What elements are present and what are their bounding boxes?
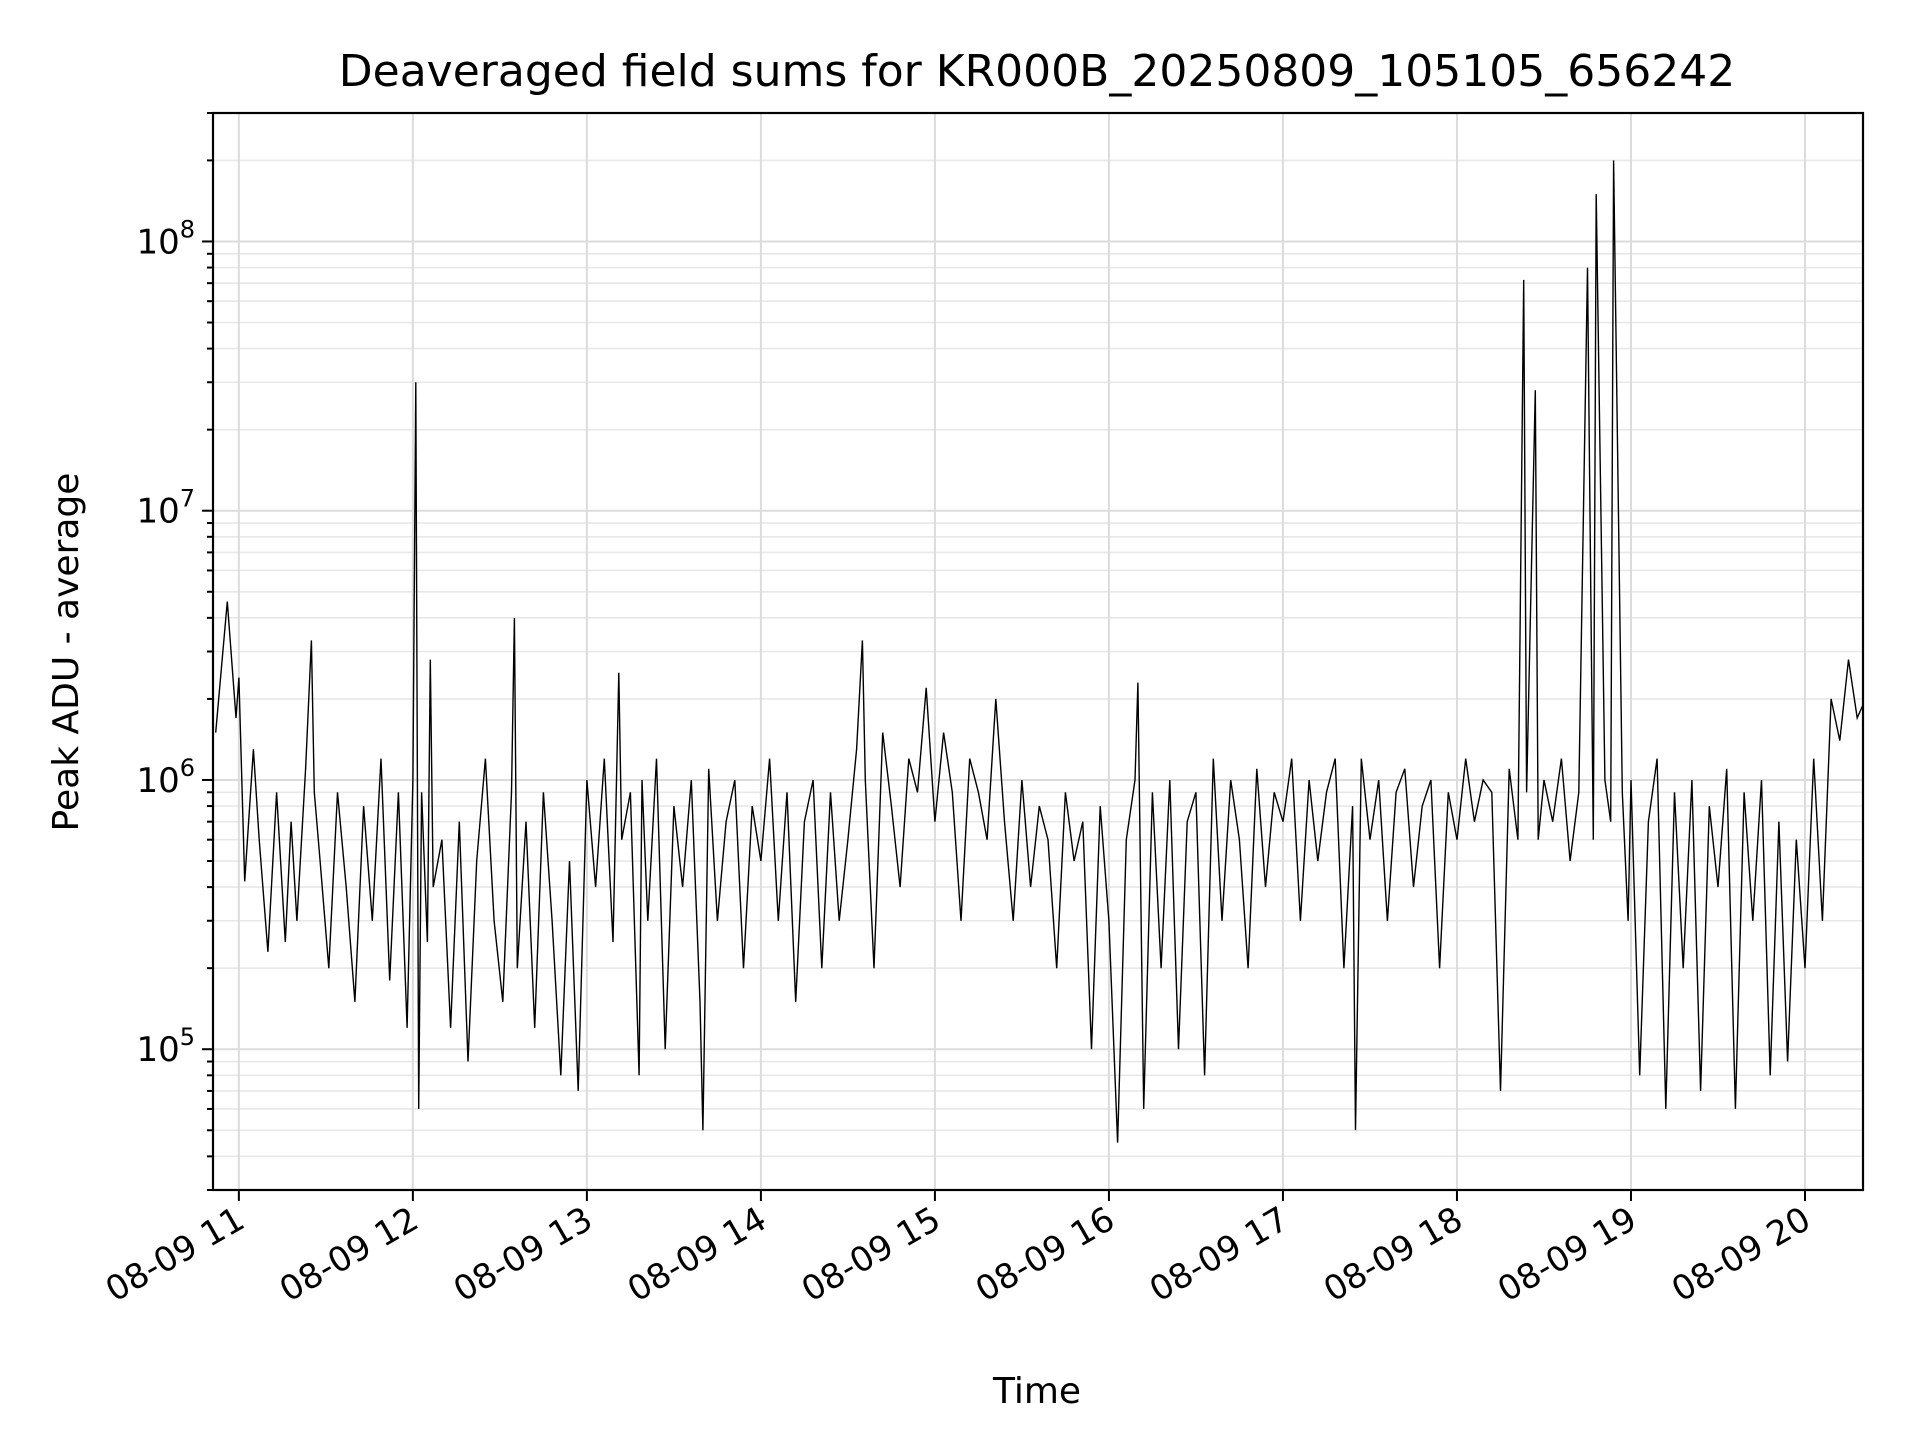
y-tick-label-base: 10	[136, 222, 179, 262]
chart-title: Deaveraged field sums for KR000B_2025080…	[339, 46, 1735, 97]
grid	[213, 112, 1863, 1191]
y-tick-label: 105	[136, 1023, 195, 1070]
y-axis-label: Peak ADU - average	[46, 473, 87, 832]
series-line-0	[215, 160, 1864, 1143]
y-tick-label-exponent: 7	[180, 485, 195, 513]
y-tick-label-exponent: 8	[180, 215, 195, 243]
y-tick-label: 106	[136, 754, 195, 801]
y-tick-label-exponent: 6	[180, 754, 195, 782]
y-tick-label-exponent: 5	[180, 1023, 195, 1051]
y-tick-label-base: 10	[136, 761, 179, 801]
x-axis-label: Time	[992, 1371, 1081, 1412]
y-tick-label-base: 10	[136, 492, 179, 532]
series-layer	[215, 160, 1864, 1143]
y-tick-label: 108	[136, 215, 195, 262]
y-tick-label: 107	[136, 485, 195, 532]
y-tick-label-base: 10	[136, 1030, 179, 1070]
